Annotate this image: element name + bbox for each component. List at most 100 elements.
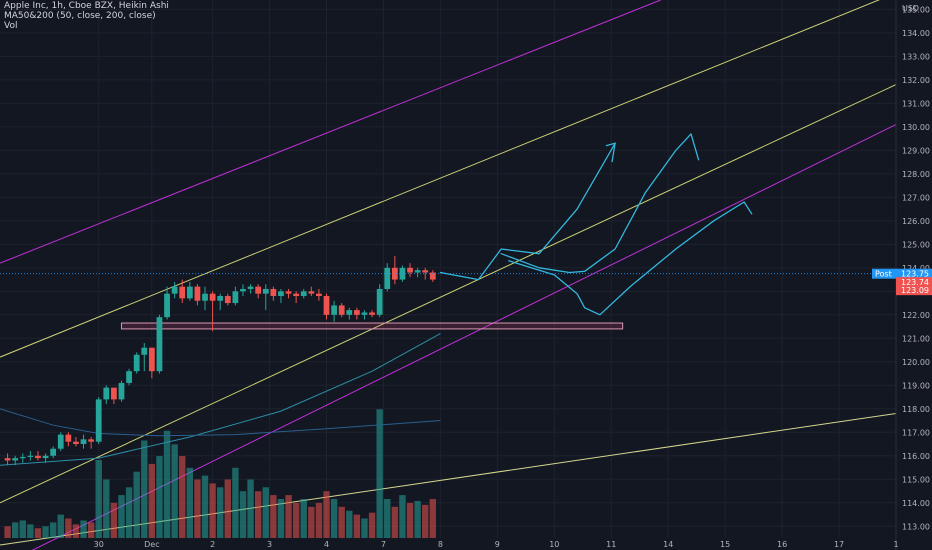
candle-body bbox=[255, 286, 262, 294]
volume-bar bbox=[277, 499, 285, 538]
price-tick-label: 131.00 bbox=[902, 99, 930, 108]
volume-bar bbox=[308, 506, 315, 538]
time-tick-label: 3 bbox=[267, 540, 272, 549]
volume-bar bbox=[201, 475, 209, 538]
candle-body bbox=[361, 312, 368, 315]
candle-body bbox=[278, 291, 284, 297]
candle-body bbox=[376, 288, 383, 315]
candle-body bbox=[224, 296, 231, 304]
time-tick-label: 17 bbox=[834, 540, 844, 549]
candle-body bbox=[12, 458, 19, 461]
moving-averages bbox=[0, 333, 441, 466]
candle-body bbox=[95, 399, 102, 442]
volume-bar bbox=[49, 522, 57, 538]
time-tick-label: 30 bbox=[94, 540, 104, 549]
support-zone-rect[interactable] bbox=[120, 322, 624, 330]
time-tick-label: Dec bbox=[144, 540, 159, 549]
volume-bar bbox=[133, 471, 140, 538]
volume-bar bbox=[148, 463, 156, 538]
price-tick-label: 132.00 bbox=[902, 76, 930, 85]
price-tick-label: 116.00 bbox=[902, 452, 930, 461]
volume-bar bbox=[57, 514, 64, 538]
forecast-drawings[interactable] bbox=[439, 133, 753, 316]
price-tick-label: 113.00 bbox=[902, 522, 930, 531]
volume-bar bbox=[65, 518, 72, 538]
candle-body bbox=[391, 267, 398, 280]
time-axis-ticks[interactable]: 30 Dec 2 3 4 7 8 9 10 11 14 15 16 17 1 bbox=[94, 540, 899, 549]
price-tick-label: 133.00 bbox=[902, 52, 930, 61]
candle-body bbox=[50, 448, 57, 456]
symbol-title[interactable]: Apple Inc, 1h, Cboe BZX, Heikin Ashi bbox=[4, 1, 169, 11]
moving-average-line bbox=[0, 333, 441, 466]
trend-line[interactable] bbox=[0, 84, 897, 504]
candle-body bbox=[323, 296, 330, 315]
candle-body bbox=[414, 270, 421, 273]
price-tick-label: 134.00 bbox=[902, 29, 930, 38]
price-tick-label: 118.00 bbox=[902, 405, 930, 414]
volume-bar bbox=[103, 479, 110, 538]
support-zone[interactable] bbox=[120, 322, 624, 330]
volume-bar bbox=[34, 528, 42, 538]
candle-body bbox=[194, 286, 201, 301]
price-tag-value: 123.09 bbox=[901, 286, 929, 295]
volume-bar bbox=[338, 506, 345, 538]
candle-body bbox=[209, 293, 216, 301]
volume-bar bbox=[361, 518, 368, 538]
price-tick-label: 119.00 bbox=[902, 381, 930, 390]
moving-average-line bbox=[0, 408, 441, 437]
volume-bar bbox=[300, 499, 307, 538]
volume-bar bbox=[368, 512, 376, 538]
time-tick-label: 15 bbox=[720, 540, 730, 549]
forecast-path[interactable] bbox=[439, 142, 616, 281]
price-tag-value: 123.75 bbox=[901, 270, 929, 279]
volume-bar bbox=[156, 456, 163, 538]
candle-body bbox=[19, 456, 26, 459]
candle-body bbox=[171, 286, 178, 294]
candle-body bbox=[42, 455, 49, 459]
price-tick-label: 127.00 bbox=[902, 193, 930, 202]
trend-line[interactable] bbox=[0, 0, 661, 264]
volume-bar bbox=[125, 487, 133, 538]
time-tick-label: 7 bbox=[381, 540, 386, 549]
candle-body bbox=[65, 434, 72, 442]
time-tick-label: 14 bbox=[663, 540, 673, 549]
volume-bar bbox=[429, 499, 437, 538]
candle-body bbox=[262, 288, 269, 294]
volume-bar bbox=[95, 460, 102, 538]
price-tick-label: 122.00 bbox=[902, 311, 930, 320]
volume-bar bbox=[118, 495, 125, 538]
volume-bar bbox=[232, 467, 239, 538]
volume-bar bbox=[27, 524, 34, 538]
candle-body bbox=[88, 439, 95, 442]
time-tick-label: 4 bbox=[324, 540, 329, 549]
forecast-arrowhead[interactable] bbox=[605, 142, 616, 163]
candle-body bbox=[148, 347, 155, 372]
candle-body bbox=[73, 441, 79, 445]
candle-body bbox=[331, 305, 337, 315]
volume-bar bbox=[19, 520, 26, 538]
forecast-path[interactable] bbox=[500, 133, 700, 274]
candle-body bbox=[316, 293, 322, 297]
price-tag-bg bbox=[896, 277, 932, 288]
volume-bar bbox=[80, 520, 87, 538]
volume-bar bbox=[330, 499, 338, 538]
price-tag-bg bbox=[896, 285, 932, 296]
volume-bar bbox=[422, 504, 429, 538]
volume-bar bbox=[262, 487, 269, 538]
price-tag-bg bbox=[872, 268, 932, 279]
volume-indicator-label[interactable]: Vol bbox=[4, 21, 18, 31]
candle-body bbox=[407, 267, 413, 273]
forecast-path[interactable] bbox=[508, 201, 753, 316]
volume-bar bbox=[179, 456, 186, 538]
price-tick-label: 121.00 bbox=[902, 334, 930, 343]
volume-bar bbox=[87, 522, 95, 538]
price-tick-label: 130.00 bbox=[902, 123, 930, 132]
price-tick-label: 126.00 bbox=[902, 217, 930, 226]
candle-body bbox=[285, 291, 292, 294]
trend-line[interactable] bbox=[0, 0, 896, 358]
price-tick-label: 129.00 bbox=[902, 146, 930, 155]
ma-indicator-label[interactable]: MA50&200 (50, close, 200, close) bbox=[4, 11, 156, 21]
candle-body bbox=[133, 354, 140, 372]
candle-body bbox=[300, 291, 307, 297]
